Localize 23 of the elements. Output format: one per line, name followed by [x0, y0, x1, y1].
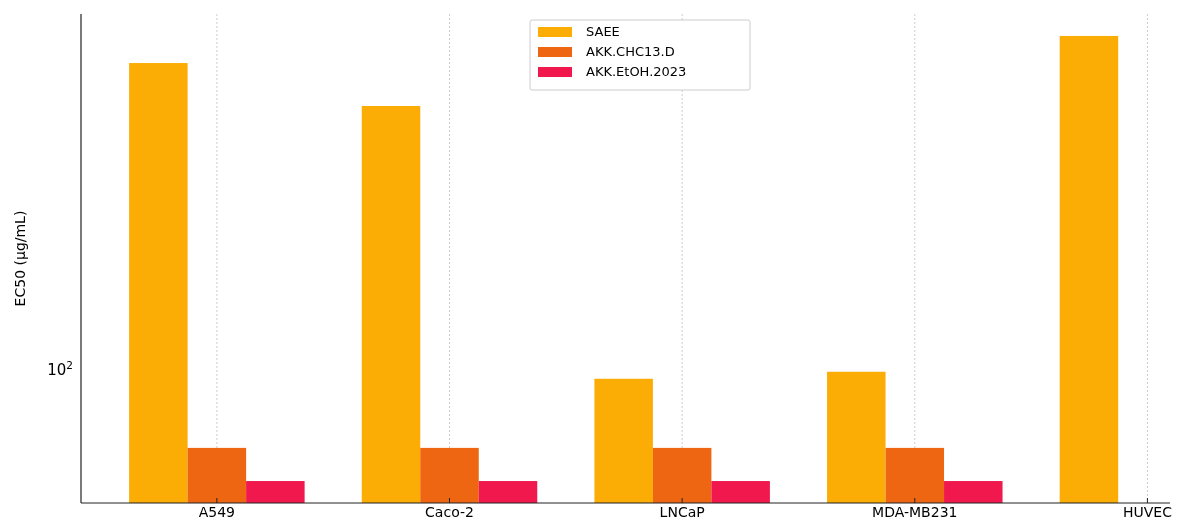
legend-label: AKK.EtOH.2023: [586, 64, 687, 79]
bar: [361, 106, 421, 503]
x-tick-label: A549: [198, 504, 236, 519]
bar: [652, 447, 712, 503]
bar: [1059, 35, 1119, 503]
x-tick-label: LNCaP: [659, 504, 705, 519]
y-axis-title: EC50 (µg/mL): [12, 210, 28, 307]
bar: [187, 447, 247, 503]
x-tick-label: Caco-2: [425, 504, 474, 519]
legend-label: SAEE: [586, 24, 620, 39]
bar: [827, 371, 886, 503]
x-tick-label: HUVEC: [1122, 504, 1173, 519]
bar: [420, 447, 479, 503]
bar: [885, 447, 945, 503]
x-tick-label: MDA-MB231: [872, 504, 958, 519]
bar: [246, 481, 305, 503]
bar: [944, 481, 1003, 503]
text: 10$^{2}$: [47, 359, 73, 379]
legend-label: AKK.CHC13.D: [586, 44, 675, 59]
bar: [129, 63, 188, 503]
bar: [711, 481, 770, 503]
bar: [478, 481, 538, 503]
bar: [594, 378, 653, 503]
